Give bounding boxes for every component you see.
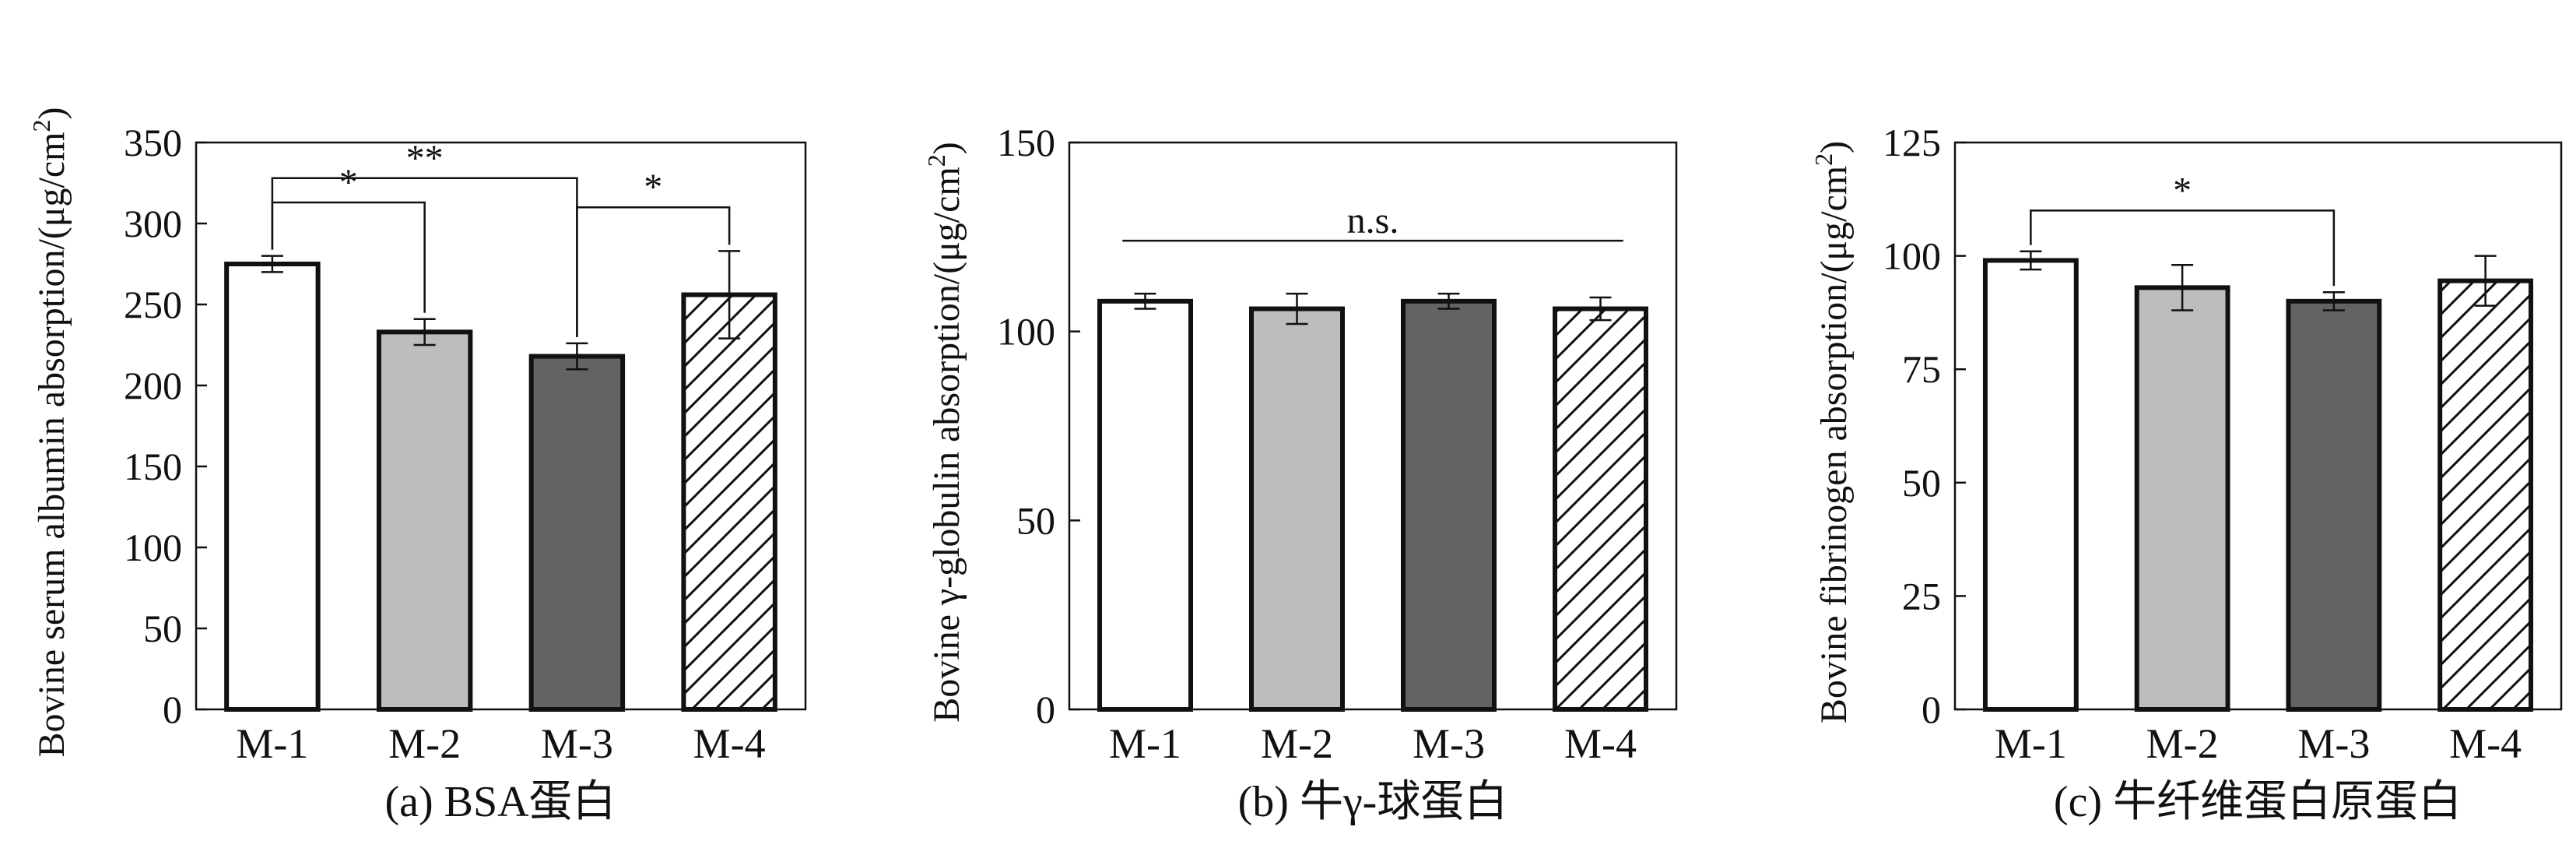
category-label: M-2 <box>388 720 461 767</box>
y-tick-label: 125 <box>1883 121 1941 164</box>
significance-bracket <box>576 206 731 337</box>
panel-b: Bovine γ-globulin absorption/(μg/cm2) (b… <box>922 121 1678 826</box>
y-tick-label: 350 <box>124 121 182 164</box>
plot-frame <box>195 141 807 711</box>
y-tick-label: 0 <box>163 688 182 731</box>
bar <box>2437 278 2534 712</box>
y-axis-label: Bovine fibrinogen absorption/(μg/cm2) <box>1809 141 1855 723</box>
bar <box>2134 285 2230 713</box>
y-tick-label: 300 <box>124 202 182 245</box>
y-tick-label: 50 <box>1902 461 1941 505</box>
y-tick-label: 50 <box>143 607 182 650</box>
bar <box>528 354 626 712</box>
category-label: M-4 <box>1564 720 1637 767</box>
category-label: M-1 <box>1109 720 1181 767</box>
bar <box>1982 258 2079 712</box>
y-tick-label: 150 <box>124 445 182 488</box>
bar <box>1553 306 1648 712</box>
significance-label: n.s. <box>1347 200 1399 241</box>
y-tick-label: 0 <box>1921 688 1941 731</box>
y-tick-label: 150 <box>997 121 1055 164</box>
panel-caption: (a) BSA蛋白 <box>384 778 616 826</box>
category-label: M-3 <box>2297 720 2370 767</box>
y-tick-label: 250 <box>124 283 182 326</box>
y-tick-label: 0 <box>1036 688 1055 731</box>
significance-label: * <box>339 162 358 203</box>
panel-c: Bovine fibrinogen absorption/(μg/cm2) (c… <box>1809 121 2563 826</box>
y-axis-label: Bovine serum albumin absorption/(μg/cm2) <box>27 107 72 758</box>
significance-label: ** <box>406 138 444 179</box>
category-label: M-3 <box>1413 720 1485 767</box>
panel-caption: (c) 牛纤维蛋白原蛋白 <box>2054 778 2462 826</box>
significance-label: * <box>644 167 662 208</box>
category-label: M-2 <box>1261 720 1333 767</box>
panel-caption: (b) 牛γ-球蛋白 <box>1238 778 1508 826</box>
bar <box>224 262 321 712</box>
category-label: M-4 <box>2449 720 2522 767</box>
bar <box>1401 298 1497 712</box>
significance-label: * <box>2173 170 2192 211</box>
y-tick-label: 25 <box>1902 574 1941 618</box>
y-tick-label: 100 <box>1883 234 1941 278</box>
bar <box>1097 298 1193 712</box>
y-tick-label: 100 <box>997 310 1055 354</box>
y-axis-label: Bovine γ-globulin absorption/(μg/cm2) <box>922 142 967 723</box>
bar <box>681 292 777 712</box>
category-label: M-1 <box>1995 720 2067 767</box>
y-tick-label: 200 <box>124 364 182 407</box>
panel-a: Bovine serum albumin absorption/(μg/cm2)… <box>27 107 807 826</box>
bar <box>376 329 473 712</box>
bar <box>2286 298 2382 712</box>
significance-bracket <box>2030 209 2336 287</box>
category-label: M-4 <box>693 720 766 767</box>
bar <box>1249 306 1345 712</box>
category-label: M-1 <box>236 720 308 767</box>
plot-frame <box>1953 141 2563 711</box>
category-label: M-2 <box>2146 720 2219 767</box>
y-tick-label: 100 <box>124 526 182 569</box>
y-tick-label: 75 <box>1902 347 1941 391</box>
category-label: M-3 <box>541 720 613 767</box>
plot-frame <box>1068 141 1678 711</box>
y-tick-label: 50 <box>1016 498 1055 542</box>
